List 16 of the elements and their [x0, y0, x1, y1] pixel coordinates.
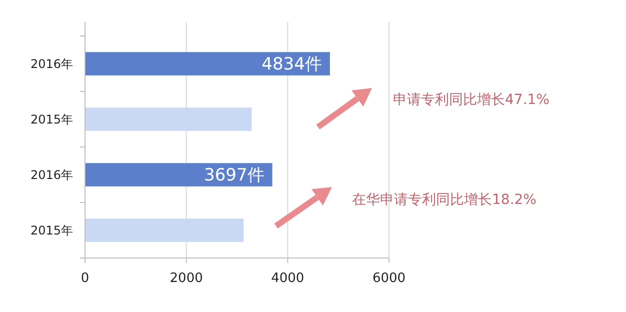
bar	[85, 52, 330, 76]
x-tick-label: 0	[80, 271, 90, 286]
y-tick-label: 2016年	[30, 56, 73, 71]
y-tick-label: 2015年	[30, 112, 73, 126]
bar	[85, 218, 244, 242]
annotation: 在华申请专利同比增长18.2%	[352, 192, 536, 208]
x-tick-label: 6000	[372, 271, 406, 286]
x-tick-label: 2000	[170, 271, 203, 286]
data-label: 3697件	[204, 166, 264, 186]
bar	[85, 163, 272, 186]
text: 申请专利同比增长47.1%	[393, 92, 550, 108]
y-tick-label: 2015年	[30, 223, 73, 238]
x-tick-label: 4000	[271, 271, 304, 286]
y-tick-label: 2016年	[30, 168, 73, 182]
data-label: 4834件	[262, 54, 322, 75]
bar	[85, 108, 252, 131]
